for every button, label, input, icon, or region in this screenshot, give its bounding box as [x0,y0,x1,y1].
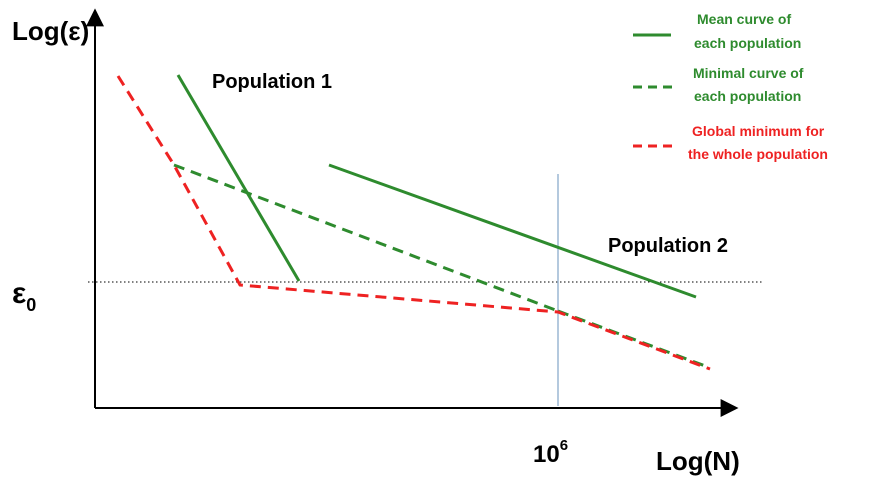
legend-global-line2: the whole population [688,146,828,162]
global-minimum-curve [116,75,711,371]
threshold-label: ε0 [12,277,36,315]
legend-mean-line1: Mean curve of [697,11,791,27]
x-tick-exponent: 6 [560,437,568,454]
x-tick-base: 10 [533,441,560,468]
population-1-mean-curve [176,74,301,282]
x-tick-label: 106 [533,437,568,468]
x-axis-title: Log(N) [656,446,740,476]
population-2-mean-curve [328,163,697,299]
threshold-symbol: ε [12,277,26,310]
legend-mean-line2: each population [694,35,801,51]
population-1-minimal-curve [173,163,559,313]
legend-minimal-line1: Minimal curve of [693,65,804,81]
threshold-subscript: 0 [26,295,36,315]
population-1-label: Population 1 [212,71,332,93]
y-axis-title: Log(ε) [12,16,89,46]
legend: Mean curve of each population Minimal cu… [633,11,828,162]
legend-global-line1: Global minimum for [692,123,825,139]
legend-minimal-line2: each population [694,88,801,104]
population-2-label: Population 2 [608,235,728,257]
